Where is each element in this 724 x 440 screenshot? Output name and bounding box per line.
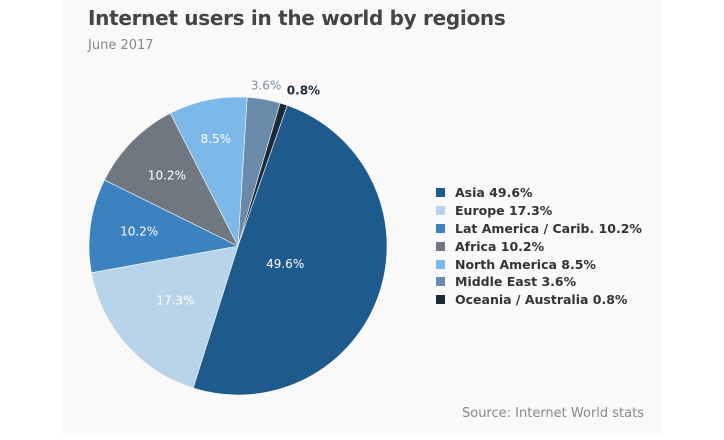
pie-slice-africa bbox=[104, 112, 239, 247]
legend-label: North America 8.5% bbox=[455, 256, 596, 272]
legend-label: Africa 10.2% bbox=[455, 238, 545, 254]
chart-subtitle: June 2017 bbox=[88, 38, 154, 53]
legend-item: North America 8.5% bbox=[436, 255, 642, 273]
data-label: 8.5% bbox=[201, 132, 232, 146]
legend-item: Middle East 3.6% bbox=[436, 273, 642, 291]
pie-slice-north-america bbox=[169, 96, 248, 248]
legend-swatch bbox=[436, 206, 445, 216]
legend-swatch bbox=[436, 241, 445, 251]
pie-slice-lat-america-carib- bbox=[88, 179, 239, 274]
chart-title: Internet users in the world by regions bbox=[88, 6, 506, 30]
legend-swatch bbox=[436, 188, 445, 198]
legend-label: Oceania / Australia 0.8% bbox=[455, 292, 628, 308]
pie-slice-asia bbox=[192, 104, 388, 396]
data-label: 49.6% bbox=[266, 257, 304, 271]
legend-item: Asia 49.6% bbox=[436, 184, 642, 202]
legend-item: Africa 10.2% bbox=[436, 237, 642, 255]
data-label: 3.6% bbox=[251, 79, 282, 93]
legend-item: Oceania / Australia 0.8% bbox=[436, 291, 642, 309]
data-label: 10.2% bbox=[148, 168, 186, 182]
legend-swatch bbox=[436, 295, 445, 305]
data-label: 17.3% bbox=[156, 294, 194, 308]
data-label: 0.8% bbox=[287, 83, 320, 97]
legend-item: Europe 17.3% bbox=[436, 202, 642, 220]
legend-item: Lat America / Carib. 10.2% bbox=[436, 220, 642, 238]
legend: Asia 49.6% Europe 17.3% Lat America / Cari… bbox=[436, 184, 642, 309]
legend-label: Lat America / Carib. 10.2% bbox=[455, 220, 642, 236]
source-note: Source: Internet World stats bbox=[461, 406, 644, 421]
legend-swatch bbox=[436, 223, 445, 233]
pie-slice-europe bbox=[91, 245, 239, 389]
legend-swatch bbox=[436, 259, 445, 269]
legend-label: Middle East 3.6% bbox=[455, 274, 577, 290]
legend-label: Asia 49.6% bbox=[455, 185, 533, 201]
legend-swatch bbox=[436, 277, 445, 287]
legend-label: Europe 17.3% bbox=[455, 203, 553, 219]
data-label: 10.2% bbox=[120, 225, 158, 239]
